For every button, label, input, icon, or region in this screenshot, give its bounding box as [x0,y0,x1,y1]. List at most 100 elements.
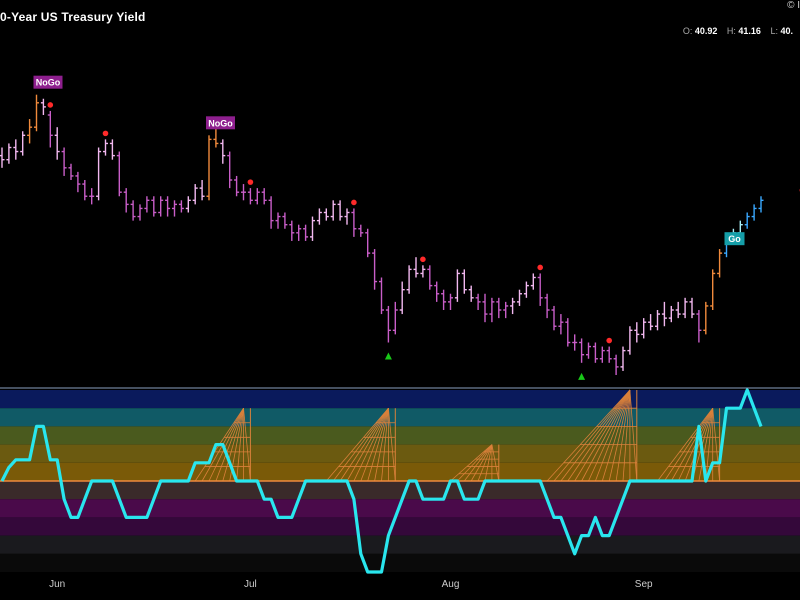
climax-line [615,389,631,482]
price-bar [337,200,343,221]
price-bar [558,314,564,335]
price-bar [296,224,302,241]
price-bar [303,224,309,241]
price-bar [696,310,702,343]
price-bar [392,301,398,335]
climax-zone [325,407,396,482]
climax-line [360,408,389,482]
go-tag-bg [724,232,745,246]
climax-line [670,408,714,482]
climax-line [374,408,389,482]
price-bar [47,110,53,148]
price-bar [82,180,88,201]
price-bar [599,346,605,363]
x-axis: JunJulAugSepOct [49,579,653,590]
price-bar [310,216,315,241]
high-label: H: [726,26,736,36]
price-bars [0,94,800,389]
price-bar [613,354,619,375]
price-bar [68,163,74,180]
climax-zone [546,389,638,482]
go-tag: Go [724,232,745,246]
price-bar [668,305,674,323]
price-bar [151,196,157,217]
price-bar [606,346,612,363]
red-dot-marker [47,102,54,108]
price-bar [530,273,536,290]
price-bar [620,346,626,371]
price-bar [358,224,364,237]
price-bar [482,293,488,323]
price-bar [496,297,502,319]
climax-line [553,389,631,482]
climax-line [236,408,244,482]
price-bar [503,301,509,319]
price-bar [682,297,688,319]
climax-line [222,408,244,482]
price-bar [399,281,405,315]
price-bar [275,212,281,229]
price-bar [96,147,102,201]
climax-line [622,389,631,482]
price-bar [655,310,660,331]
price-bar [351,208,357,237]
climax-line [381,408,389,482]
nogo-tag: NoGo [33,75,63,89]
price-bar [420,265,426,278]
price-bar [744,212,750,229]
oscillator-band [0,517,800,536]
price-bar [130,200,136,221]
oscillator-line [0,388,763,574]
oscillator-band [0,553,800,572]
price-bar [20,131,26,156]
climax-line [339,407,389,482]
price-bar [461,269,467,294]
climax-line [208,408,244,482]
open-label: O: [682,26,693,36]
price-bar [448,293,453,310]
price-bar [510,297,516,315]
nogo-tag-label: NoGo [208,118,233,128]
climax-line [601,389,631,482]
price-bar [434,281,440,302]
price-bar [551,305,557,331]
price-bar [158,196,164,217]
price-bar [537,273,543,306]
price-bar [213,127,219,148]
price-bar [54,127,60,160]
price-bar [648,314,654,331]
climax-line [684,408,714,482]
climax-line [608,389,631,482]
red-dot-marker [102,130,109,137]
price-bar [316,208,322,225]
climax-line [546,389,631,482]
red-dot-marker [351,199,357,206]
climax-zone [194,407,251,482]
climax-line [491,444,500,482]
oscillator-band [0,462,800,481]
price-bar [109,139,115,160]
oscillator-band [0,408,800,427]
price-bar [247,188,253,205]
signal-markers: NoGo NoGo Go [33,75,800,380]
price-bar [227,151,233,189]
climax-line [629,389,638,482]
red-dot-marker [420,256,426,263]
high-value: 41.16 [738,26,761,36]
price-bar [710,269,716,310]
climax-line [463,444,493,482]
price-bar [344,208,350,225]
x-axis-label: Jul [244,579,257,590]
price-bar [206,135,212,201]
low-label: L: [770,26,778,36]
climax-line [325,407,389,482]
x-axis-label: Jun [49,579,65,590]
climax-line [484,444,493,482]
price-bar [586,342,591,359]
price-bar [385,305,391,343]
price-bar [627,326,633,355]
price-bar [137,204,143,221]
climax-line [388,408,396,482]
climax-line [657,407,714,482]
